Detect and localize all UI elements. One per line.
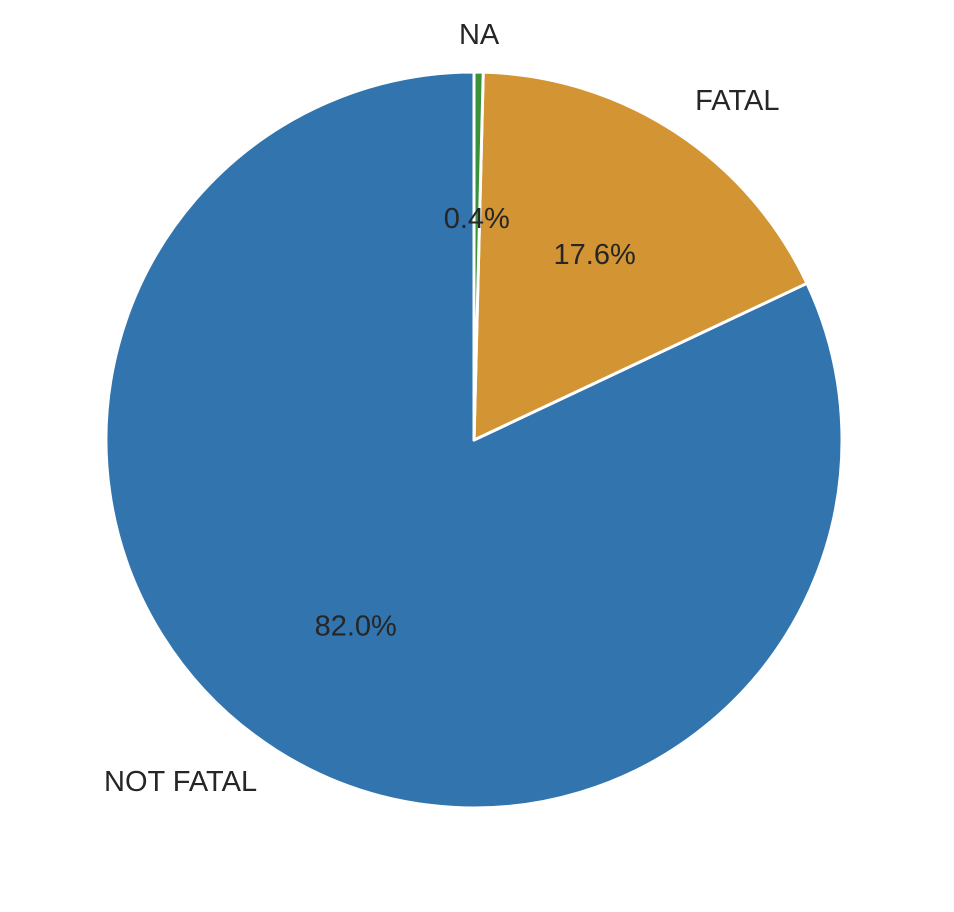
- slice-pct-label-not-fatal: 82.0%: [315, 610, 397, 642]
- slice-label-not-fatal: NOT FATAL: [104, 766, 257, 798]
- slice-pct-label-na: 0.4%: [444, 203, 510, 235]
- pie-labels: NOT FATAL 82.0% FATAL 17.6% NA 0.4%: [104, 19, 780, 798]
- slice-label-fatal: FATAL: [695, 85, 779, 117]
- slice-label-na: NA: [459, 19, 500, 51]
- pie-slice-not-fatal: [104, 70, 844, 810]
- pie-slices: [104, 70, 844, 810]
- pie-slice-na: [472, 70, 485, 442]
- slice-pct-label-fatal: 17.6%: [554, 239, 636, 271]
- pie-slice-fatal: [472, 70, 809, 442]
